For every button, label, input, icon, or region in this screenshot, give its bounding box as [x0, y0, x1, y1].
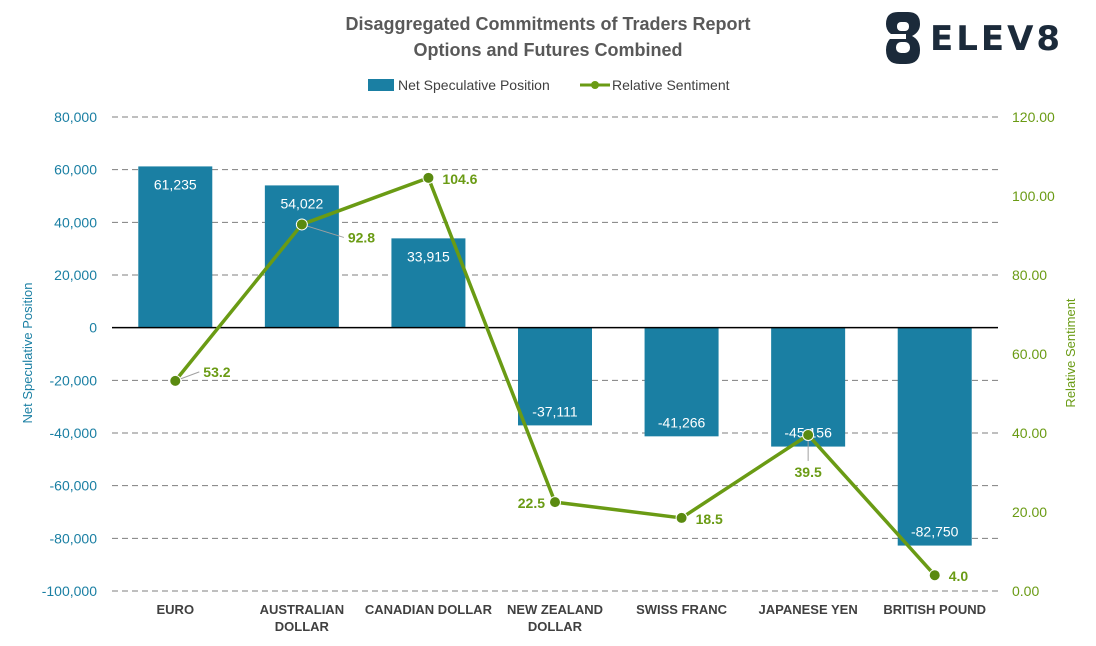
- y-right-tick-label: 40.00: [1012, 425, 1047, 441]
- y-right-tick-label: 20.00: [1012, 504, 1047, 520]
- sentiment-marker: [169, 374, 182, 387]
- category-label: JAPANESE YEN: [759, 602, 858, 617]
- bar-data-label: -37,111: [532, 403, 578, 419]
- y-left-axis-title: Net Speculative Position: [20, 283, 35, 424]
- sentiment-marker: [802, 428, 815, 441]
- bar: [138, 166, 213, 328]
- y-left-tick-label: 20,000: [54, 267, 97, 283]
- data-label-leader: [301, 223, 345, 238]
- bar: [897, 327, 972, 546]
- y-left-ticks: 80,000 60,000 40,000 20,000 0 -20,000 -40,000 -…: [42, 109, 97, 599]
- y-left-tick-label: 0: [89, 320, 97, 336]
- bar: [771, 327, 846, 447]
- sentiment-data-label: 22.5: [518, 495, 545, 511]
- bar-labels-layer: 61,23554,02233,915-37,111-41,266-45,156-…: [154, 176, 959, 539]
- y-left-tick-label: -60,000: [50, 478, 98, 494]
- category-label: NEW ZEALAND: [507, 602, 603, 617]
- legend-swatch-marker: [591, 81, 599, 89]
- bar-data-label: 33,915: [407, 248, 450, 264]
- category-label: EURO: [157, 602, 195, 617]
- bar-data-label: 54,022: [280, 195, 323, 211]
- category-label: DOLLAR: [275, 619, 330, 634]
- category-labels-layer: EURO AUSTRALIAN DOLLAR CANADIAN DOLLAR NEW Z…: [157, 602, 986, 634]
- sentiment-marker: [675, 511, 688, 524]
- legend-swatch-bar: [368, 79, 394, 91]
- category-label: CANADIAN DOLLAR: [365, 602, 493, 617]
- sentiment-data-label: 104.6: [442, 171, 477, 187]
- sentiment-data-label: 18.5: [696, 511, 723, 527]
- y-right-tick-label: 80.00: [1012, 267, 1047, 283]
- bar-data-label: -41,266: [658, 414, 706, 430]
- chart-title-line2: Options and Futures Combined: [414, 40, 683, 60]
- legend: Net Speculative Position Relative Sentim…: [368, 77, 730, 93]
- sentiment-marker: [928, 569, 941, 582]
- legend-label-net-position: Net Speculative Position: [398, 77, 550, 93]
- bars-layer: [138, 166, 972, 546]
- bar: [518, 327, 592, 426]
- bar: [644, 327, 719, 437]
- sentiment-data-label: 4.0: [949, 568, 969, 584]
- y-left-tick-label: -20,000: [50, 372, 98, 388]
- y-right-axis-title: Relative Sentiment: [1063, 298, 1078, 407]
- y-right-tick-label: 100.00: [1012, 188, 1055, 204]
- chart-title-line1: Disaggregated Commitments of Traders Rep…: [345, 14, 750, 34]
- y-left-tick-label: 40,000: [54, 214, 97, 230]
- sentiment-marker: [422, 171, 435, 184]
- y-right-tick-label: 0.00: [1012, 583, 1039, 599]
- sentiment-data-label: 92.8: [348, 229, 375, 245]
- sentiment-line-layer: 53.2 92.8 104.6 22.5 18.5 39.5 4.0: [169, 171, 969, 584]
- legend-label-sentiment: Relative Sentiment: [612, 77, 730, 93]
- sentiment-data-label: 53.2: [203, 364, 230, 380]
- y-left-tick-label: -100,000: [42, 583, 97, 599]
- logo-text: ELEV8: [930, 19, 1063, 59]
- category-label: AUSTRALIAN: [260, 602, 345, 617]
- sentiment-data-label: 39.5: [795, 464, 822, 480]
- bar: [391, 238, 466, 328]
- category-label: SWISS FRANC: [636, 602, 728, 617]
- sentiment-marker: [295, 218, 308, 231]
- y-left-tick-label: 60,000: [54, 162, 97, 178]
- elev8-logo-icon: [884, 12, 920, 64]
- y-left-tick-label: -40,000: [50, 425, 98, 441]
- y-right-tick-label: 120.00: [1012, 109, 1055, 125]
- elev8-logo: ELEV8: [884, 12, 1063, 64]
- y-left-tick-label: -80,000: [50, 530, 98, 546]
- category-label: BRITISH POUND: [883, 602, 986, 617]
- y-left-tick-label: 80,000: [54, 109, 97, 125]
- sentiment-marker: [549, 496, 561, 509]
- bar-data-label: -82,750: [911, 524, 959, 540]
- y-right-tick-label: 60.00: [1012, 346, 1047, 362]
- category-label: DOLLAR: [528, 619, 583, 634]
- y-right-ticks: 120.00 100.00 80.00 60.00 40.00 20.00 0.00: [1012, 109, 1055, 599]
- bar-data-label: 61,235: [154, 176, 197, 192]
